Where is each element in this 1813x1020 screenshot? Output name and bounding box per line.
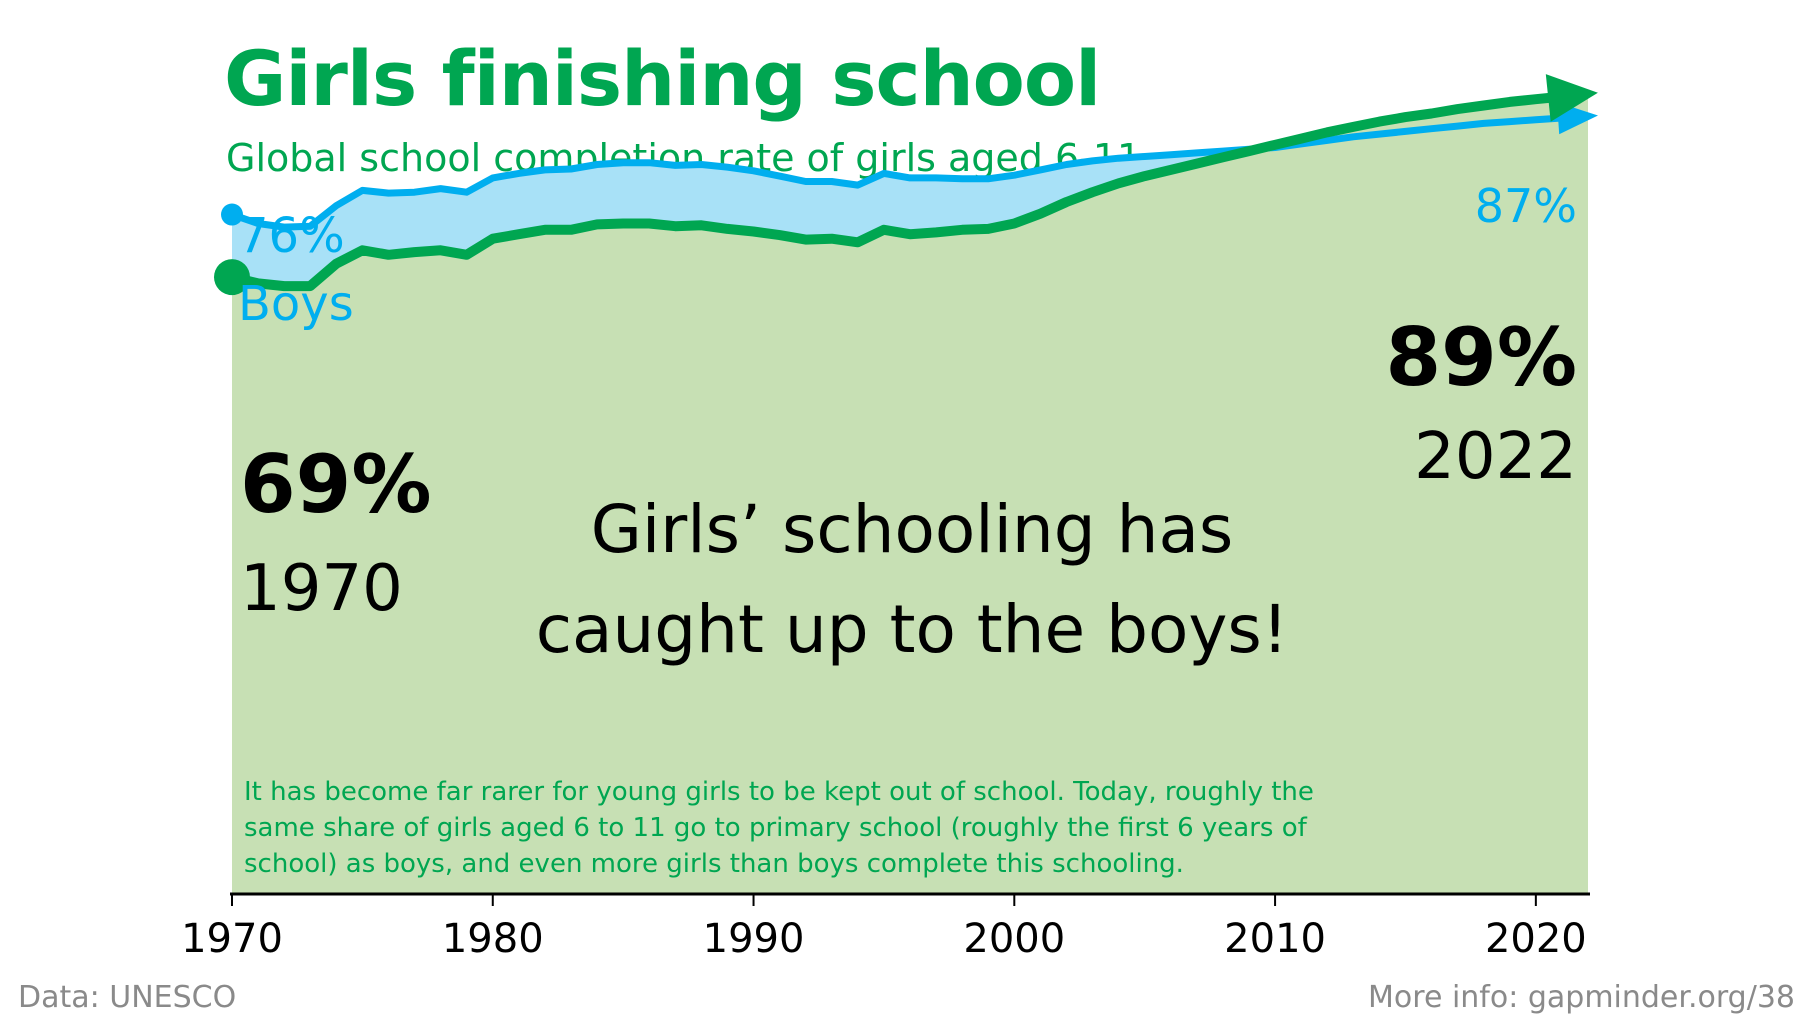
girls-start-dot: [214, 259, 250, 296]
boys-start-value-label: 76%: [238, 208, 345, 264]
note-line-3: school) as boys, and even more girls tha…: [244, 849, 1184, 879]
boys-line: [230, 112, 1568, 231]
x-tick-label: 1980: [442, 916, 544, 962]
headline-line-1: Girls’ schooling has: [591, 491, 1234, 568]
x-tick-label: 2010: [1224, 916, 1326, 962]
girls-line: [230, 90, 1567, 292]
boys-end-value-label: 87%: [1475, 179, 1577, 233]
boys-series-label: Boys: [238, 276, 354, 332]
girls-end-year-label: 2022: [1414, 420, 1577, 494]
boys-start-dot: [221, 203, 243, 226]
x-axis-ticks: 1970 1980 1990 2000 2010 2020: [181, 894, 1587, 962]
note-line-2: same share of girls aged 6 to 11 go to p…: [244, 813, 1308, 843]
girls-end-value-label: 89%: [1386, 311, 1577, 404]
girls-start-value-label: 69%: [240, 438, 431, 531]
girls-area-overlap: [232, 93, 1588, 894]
girls-arrowhead: [1545, 74, 1598, 122]
x-tick-label: 2020: [1485, 916, 1587, 962]
data-source: Data: UNESCO: [18, 980, 237, 1015]
note-line-1: It has become far rarer for young girls …: [244, 777, 1314, 807]
girls-start-year-label: 1970: [240, 552, 403, 626]
x-tick-label: 1970: [181, 916, 283, 962]
chart-title: Girls finishing school: [224, 34, 1101, 123]
x-tick-label: 2000: [963, 916, 1065, 962]
more-info-link[interactable]: More info: gapminder.org/38: [1368, 980, 1795, 1015]
x-tick-label: 1990: [703, 916, 805, 962]
headline-line-2: caught up to the boys!: [536, 591, 1289, 668]
